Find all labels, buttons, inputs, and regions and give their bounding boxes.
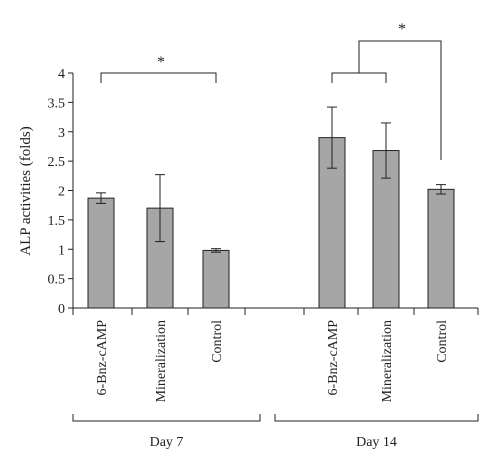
significance-star: * bbox=[398, 21, 406, 38]
significance-markers: ** bbox=[100, 21, 442, 160]
significance-bracket bbox=[100, 72, 217, 83]
group-bracket bbox=[72, 414, 261, 422]
category-labels: 6-Bnz-cAMP Mineralization Control 6-Bnz-cAM… bbox=[95, 320, 450, 403]
significance-inner-bracket bbox=[331, 72, 387, 83]
bar-day-7-6-bnz-camp bbox=[87, 197, 115, 309]
error-bars bbox=[96, 106, 446, 253]
y-tick-label: 4 bbox=[58, 67, 65, 82]
significance-bracket bbox=[358, 40, 442, 160]
category-label: Mineralization bbox=[154, 320, 169, 402]
y-tick-label: 1 bbox=[58, 243, 65, 258]
y-tick-label: 0 bbox=[58, 302, 65, 317]
category-label: Control bbox=[210, 320, 225, 363]
group-label: Day 7 bbox=[150, 435, 184, 450]
y-axis: 0 0.5 1 1.5 2 2.5 3 3.5 4 bbox=[48, 67, 74, 317]
bar-day-14-control bbox=[427, 188, 455, 309]
group-brackets: Day 7 Day 14 bbox=[72, 414, 479, 450]
y-axis-title: ALP activities (folds) bbox=[18, 126, 34, 255]
bars bbox=[87, 137, 455, 309]
y-tick-label: 3 bbox=[58, 126, 65, 141]
category-label: Control bbox=[435, 320, 450, 363]
significance-star: * bbox=[157, 54, 165, 71]
y-tick-label: 1.5 bbox=[48, 214, 66, 229]
y-tick-label: 0.5 bbox=[48, 273, 66, 288]
y-tick-label: 3.5 bbox=[48, 96, 66, 111]
category-label: Mineralization bbox=[380, 320, 395, 402]
y-tick-label: 2 bbox=[58, 185, 65, 200]
group-label: Day 14 bbox=[356, 435, 397, 450]
category-label: 6-Bnz-cAMP bbox=[326, 320, 341, 396]
x-axis bbox=[72, 307, 479, 315]
bar-day-7-control bbox=[202, 249, 230, 309]
category-label: 6-Bnz-cAMP bbox=[95, 320, 110, 396]
group-bracket bbox=[274, 414, 479, 422]
y-tick-label: 2.5 bbox=[48, 155, 66, 170]
